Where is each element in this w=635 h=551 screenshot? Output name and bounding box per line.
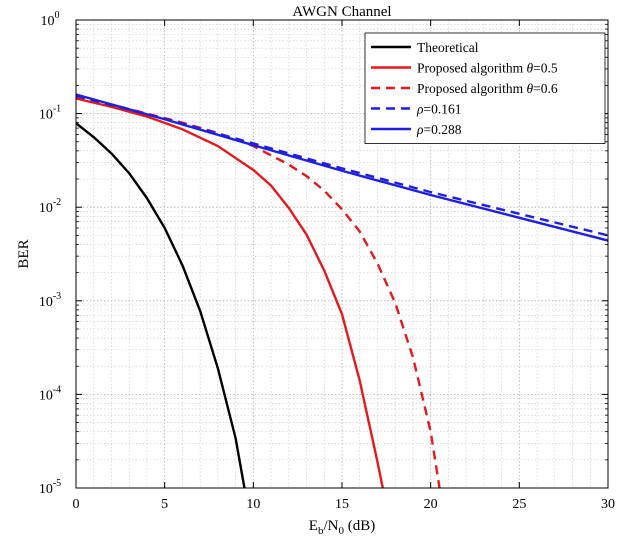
- y-tick-label: 10-1: [39, 104, 61, 123]
- legend-label-1: Theoretical: [417, 40, 479, 55]
- series-line-2: [75, 97, 384, 489]
- series-layer: [75, 93, 609, 489]
- series-line-5: [75, 93, 609, 242]
- x-label-sub1: b: [318, 525, 324, 537]
- y-tick-label: 10-5: [39, 478, 61, 497]
- x-tick-label: 15: [335, 497, 349, 512]
- legend-label-2: Proposed algorithm θ=0.5: [417, 61, 558, 76]
- axis-ticks: 0 5 10 15 20 25 30 10-5 10-4 10-3 10-2 10-1 100: [39, 10, 615, 512]
- series-line-1: [75, 122, 246, 489]
- x-label-main: E: [309, 518, 318, 534]
- legend-label-5: ρ=0.288: [416, 122, 462, 137]
- x-tick-label: 5: [161, 497, 168, 512]
- legend-label-3: Proposed algorithm θ=0.6: [417, 81, 558, 96]
- legend: Theoretical Proposed algorithm θ=0.5 Propo…: [364, 32, 606, 144]
- grid-lines: [76, 20, 608, 488]
- x-label-tail: (dB): [344, 518, 375, 534]
- x-tick-label: 0: [73, 497, 80, 512]
- x-label-sub2: 0: [338, 525, 344, 537]
- x-tick-label: 25: [512, 497, 526, 512]
- chart-title: AWGN Channel: [292, 4, 391, 20]
- legend-label-4: ρ=0.161: [416, 102, 461, 117]
- y-tick-label: 100: [41, 10, 60, 29]
- x-tick-label: 10: [246, 497, 260, 512]
- y-axis-label: BER: [16, 239, 32, 268]
- legend-box: [364, 32, 606, 144]
- x-tick-label: 20: [424, 497, 438, 512]
- y-tick-label: 10-2: [39, 197, 61, 216]
- x-label-mid: /N: [323, 518, 338, 534]
- x-tick-label: 30: [601, 497, 615, 512]
- y-tick-label: 10-4: [39, 384, 61, 403]
- y-tick-label: 10-3: [39, 291, 61, 310]
- x-axis-label: Eb/N0 (dB): [309, 518, 375, 537]
- series-line-3: [75, 95, 441, 489]
